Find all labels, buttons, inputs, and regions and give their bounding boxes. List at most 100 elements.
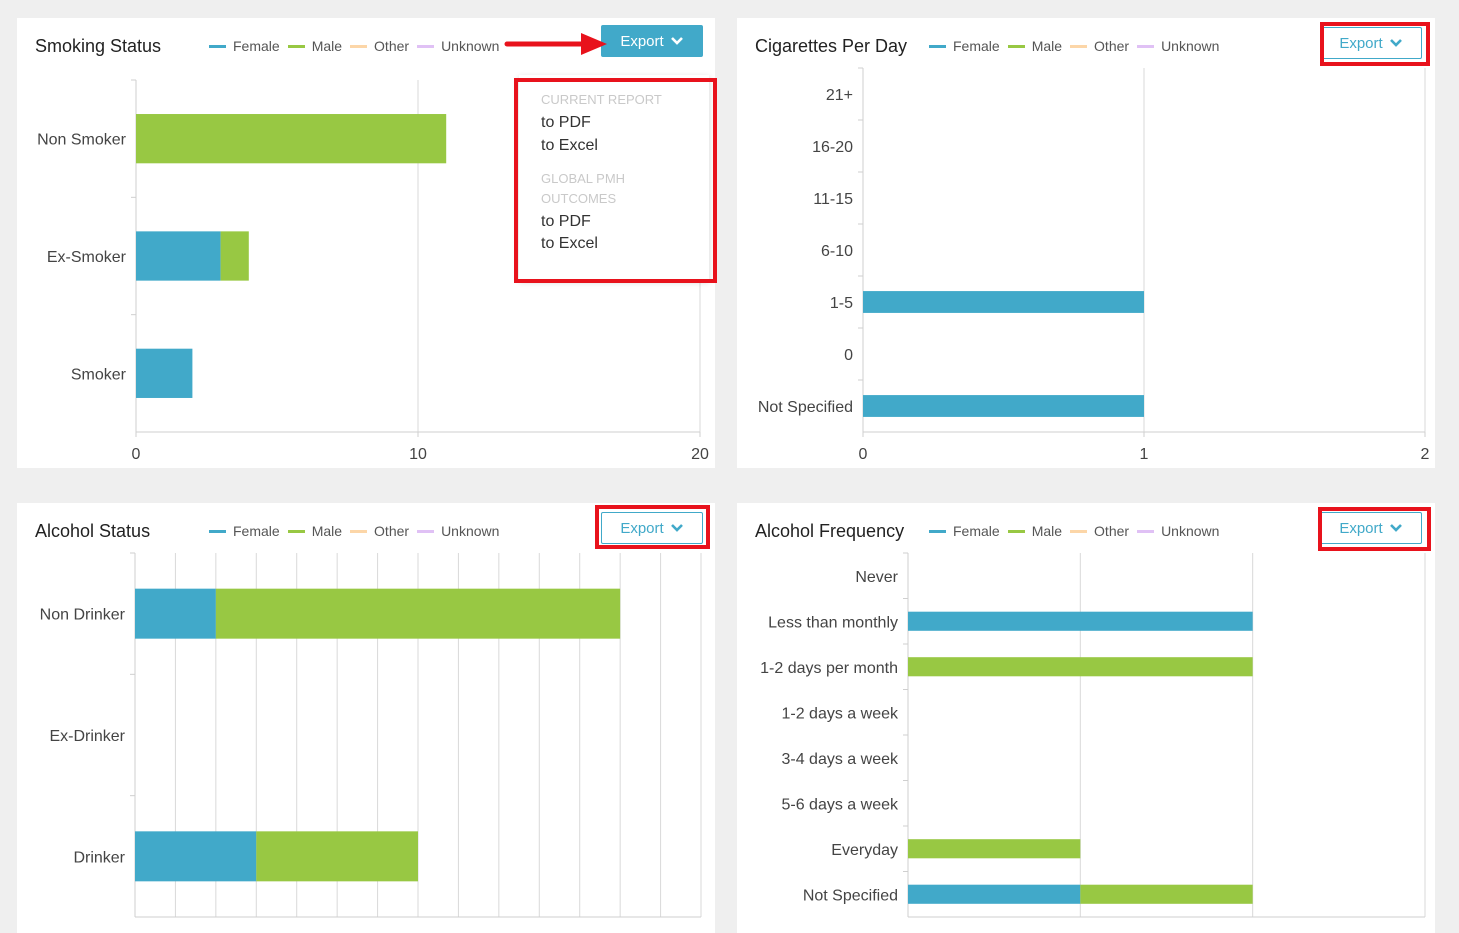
y-tick-label: 21+ [826, 87, 853, 104]
export-dropdown-menu: CURRENT REPORT to PDF to Excel GLOBAL PM… [519, 75, 709, 280]
bar-female [863, 395, 1144, 417]
legend-swatch [287, 44, 305, 48]
legend-swatch [1070, 44, 1088, 48]
menu-caret [669, 66, 687, 75]
legend-swatch [1137, 529, 1155, 533]
legend-label: Female [953, 523, 1000, 539]
legend-label: Unknown [441, 38, 500, 54]
legend-swatch [417, 44, 435, 48]
legend-item-female[interactable]: Female [929, 523, 1000, 539]
export-button[interactable]: Export [1320, 27, 1422, 59]
legend-label: Male [1031, 523, 1063, 539]
legend-item-male[interactable]: Male [287, 523, 342, 539]
y-tick-label: 1-5 [830, 295, 853, 312]
export-highlight-box [1320, 22, 1430, 66]
cigarettes-per-day-chart: 21+ 16-20 11-15 6-10 1-5 0 Not Specified 0 1 2 [758, 67, 1430, 463]
export-button[interactable]: Export [601, 25, 703, 57]
legend-swatch [1137, 44, 1155, 48]
bar-female [135, 831, 257, 882]
export-highlight-box [595, 505, 710, 549]
export-current-excel[interactable]: to Excel [541, 137, 598, 154]
legend-swatch [1070, 529, 1088, 533]
y-tick-label: Not Specified [758, 399, 853, 416]
chevron-down-icon [670, 33, 684, 50]
legend-label: Other [1094, 523, 1130, 539]
legend-item-unknown[interactable]: Unknown [417, 38, 499, 54]
legend-label: Other [374, 523, 410, 539]
export-highlight-box [1318, 507, 1431, 551]
legend-label: Female [233, 523, 280, 539]
legend-item-other[interactable]: Other [1070, 38, 1129, 54]
legend-label: Other [1094, 38, 1130, 54]
legend-label: Female [953, 38, 1000, 54]
alcohol-status-chart: Non Drinker Ex-Drinker Drinker [40, 552, 702, 918]
legend-item-male[interactable]: Male [287, 38, 343, 54]
legend-label: Male [311, 38, 343, 54]
legend-item-other[interactable]: Other [350, 38, 409, 54]
y-tick-label: 3-4 days a week [781, 751, 899, 768]
x-tick-label: 1 [1140, 446, 1149, 463]
cigarettes-per-day-panel: Cigarettes Per Day Female Male Other Unknow… [737, 18, 1435, 468]
legend-swatch [929, 529, 946, 533]
legend-swatch [209, 529, 226, 533]
legend-swatch [350, 44, 368, 48]
menu-section-global-pmh: GLOBAL PMH OUTCOMES [541, 171, 626, 206]
chart-legend: Female Male Other Unknown [209, 38, 507, 54]
legend-item-female[interactable]: Female [209, 38, 280, 54]
chart-title: Alcohol Status [35, 521, 151, 541]
legend-item-other[interactable]: Other [1070, 523, 1129, 539]
legend-swatch [209, 44, 226, 48]
legend-item-male[interactable]: Male [1007, 38, 1062, 54]
y-tick-label: Smoker [71, 366, 127, 383]
legend-item-unknown[interactable]: Unknown [1137, 38, 1219, 54]
y-tick-label: Everyday [831, 842, 898, 859]
chart-legend: Female Male Other Unknown [929, 523, 1227, 539]
y-tick-label: Not Specified [803, 887, 898, 904]
legend-item-male[interactable]: Male [1007, 523, 1063, 539]
legend-swatch [1007, 529, 1025, 533]
chevron-down-icon [1389, 35, 1403, 52]
bar-male [908, 839, 1081, 859]
x-tick-label: 20 [691, 446, 709, 463]
bar-male [1080, 884, 1253, 904]
export-button[interactable]: Export [1320, 512, 1422, 544]
alcohol-frequency-panel: Alcohol Frequency Female Male Other Unknown… [737, 503, 1435, 933]
export-button[interactable]: Export [601, 512, 703, 544]
y-tick-label: 5-6 days a week [781, 796, 899, 813]
legend-item-other[interactable]: Other [350, 523, 409, 539]
bar-male [908, 657, 1253, 677]
chart-title: Cigarettes Per Day [755, 36, 908, 56]
legend-label: Other [374, 38, 410, 54]
export-label: Export [1339, 519, 1383, 537]
bar-male [215, 588, 621, 639]
bar-female [863, 291, 1144, 313]
chart-legend: Female Male Other Unknown [929, 38, 1227, 54]
export-global-pdf[interactable]: to PDF [541, 213, 591, 230]
y-tick-label: Ex-Drinker [49, 728, 125, 745]
export-current-pdf[interactable]: to PDF [541, 114, 591, 131]
export-global-excel[interactable]: to Excel [541, 235, 598, 252]
y-tick-label: 11-15 [813, 191, 853, 208]
y-tick-label: 16-20 [812, 139, 853, 156]
alcohol-frequency-chart: Never Less than monthly 1-2 days per month… [760, 552, 1426, 918]
bar-female [908, 884, 1081, 904]
export-label: Export [620, 519, 664, 537]
y-tick-label: 1-2 days per month [760, 660, 898, 677]
chart-legend: Female Male Other Unknown [209, 523, 507, 539]
chevron-down-icon [670, 520, 684, 537]
legend-item-female[interactable]: Female [929, 38, 1000, 54]
legend-item-unknown[interactable]: Unknown [417, 523, 499, 539]
legend-item-female[interactable]: Female [209, 523, 280, 539]
bar-male [136, 114, 447, 164]
chevron-down-icon [1389, 520, 1403, 537]
red-arrow-annotation [504, 33, 607, 55]
chart-title: Smoking Status [35, 36, 162, 56]
alcohol-status-panel: Alcohol Status Female Male Other Unknown Ex… [17, 503, 715, 933]
x-tick-label: 0 [859, 446, 868, 463]
y-tick-label: Non Smoker [37, 132, 127, 149]
y-tick-label: Less than monthly [768, 614, 898, 631]
legend-label: Unknown [1161, 523, 1220, 539]
legend-item-unknown[interactable]: Unknown [1137, 523, 1219, 539]
chart-title: Alcohol Frequency [755, 521, 905, 541]
y-tick-label: 1-2 days a week [781, 705, 899, 722]
